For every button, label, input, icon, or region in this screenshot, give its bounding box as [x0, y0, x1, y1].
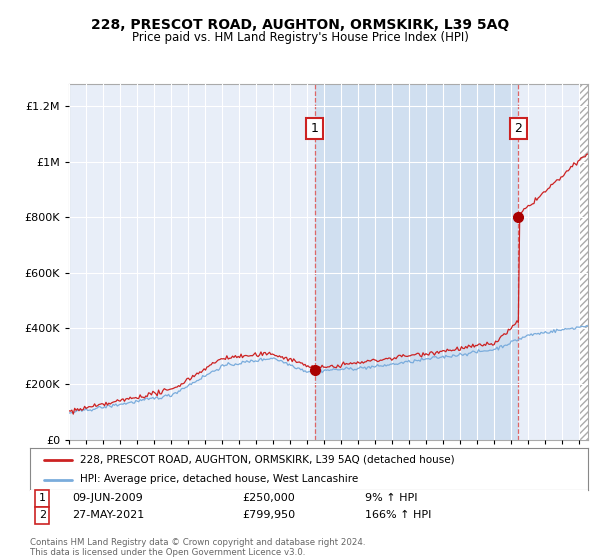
Text: £250,000: £250,000: [242, 493, 295, 503]
Bar: [580, 84, 588, 440]
Text: 228, PRESCOT ROAD, AUGHTON, ORMSKIRK, L39 5AQ: 228, PRESCOT ROAD, AUGHTON, ORMSKIRK, L3…: [91, 18, 509, 32]
Text: 228, PRESCOT ROAD, AUGHTON, ORMSKIRK, L39 5AQ (detached house): 228, PRESCOT ROAD, AUGHTON, ORMSKIRK, L3…: [80, 455, 455, 465]
Text: 166% ↑ HPI: 166% ↑ HPI: [365, 510, 431, 520]
Text: Contains HM Land Registry data © Crown copyright and database right 2024.
This d: Contains HM Land Registry data © Crown c…: [30, 538, 365, 557]
Text: Price paid vs. HM Land Registry's House Price Index (HPI): Price paid vs. HM Land Registry's House …: [131, 31, 469, 44]
Text: 9% ↑ HPI: 9% ↑ HPI: [365, 493, 418, 503]
Bar: [580, 84, 588, 440]
Text: £799,950: £799,950: [242, 510, 295, 520]
Text: HPI: Average price, detached house, West Lancashire: HPI: Average price, detached house, West…: [80, 474, 358, 484]
Bar: [315, 84, 518, 440]
Text: 2: 2: [514, 122, 523, 135]
Text: 27-MAY-2021: 27-MAY-2021: [72, 510, 144, 520]
Text: 2: 2: [39, 510, 46, 520]
Text: 1: 1: [39, 493, 46, 503]
Text: 1: 1: [311, 122, 319, 135]
Text: 09-JUN-2009: 09-JUN-2009: [72, 493, 143, 503]
